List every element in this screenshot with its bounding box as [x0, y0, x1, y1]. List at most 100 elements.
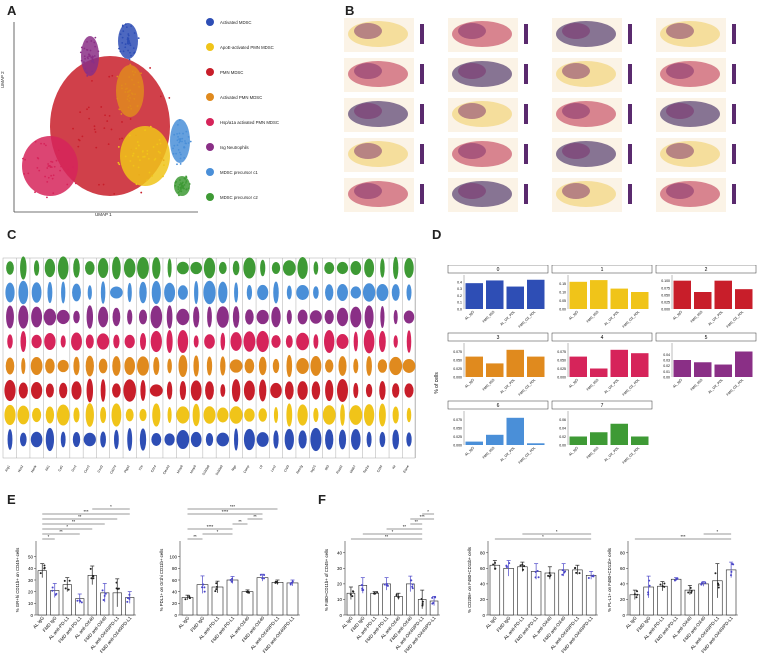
umap-point [98, 183, 100, 186]
sig-label: * [427, 509, 429, 514]
facet-bar [527, 356, 545, 377]
legend-label: PMN MDSC [220, 69, 244, 75]
violin [100, 431, 106, 448]
umap-point [72, 166, 75, 169]
data-point [201, 586, 204, 589]
data-point [349, 593, 352, 596]
facet-xtick: AL_IgG [464, 310, 475, 321]
violin [378, 403, 386, 427]
gene-label: Lcn2 [270, 464, 277, 472]
colorbar [420, 24, 424, 44]
umap-point [182, 132, 184, 135]
data-point [575, 571, 578, 574]
umap-point [81, 135, 84, 138]
umap-point [78, 139, 81, 142]
data-point [714, 572, 717, 575]
umap-point [128, 89, 131, 92]
umap-point [135, 147, 138, 150]
data-point [63, 579, 66, 582]
umap-point [127, 42, 130, 45]
facet-ytick: 0.000 [557, 376, 566, 380]
umap-point [88, 117, 91, 120]
umap-point [79, 111, 82, 114]
violin [167, 258, 172, 278]
violin [4, 379, 16, 402]
umap-point [108, 114, 111, 117]
data-point [202, 583, 205, 586]
umap-point [83, 55, 86, 58]
flow-ylabel: % GR+hi CD11b+ on CD45+ cells [15, 548, 20, 613]
umap-point [179, 138, 182, 140]
violin [60, 335, 66, 348]
violin [193, 355, 199, 377]
violin [379, 330, 386, 353]
gene-label: Nos2 [17, 464, 24, 473]
colorbar [732, 64, 736, 84]
data-point [411, 585, 414, 588]
umap-point [125, 26, 128, 29]
facet-xtick: FMD_IGG [482, 310, 496, 324]
umap-point [44, 175, 46, 178]
flow-ytick: 80 [620, 551, 626, 556]
umap-point [72, 127, 74, 130]
facet-xtick: FMD_IGG [482, 378, 496, 392]
facet-xtick: FMD_OX_PDL [726, 310, 745, 329]
umap-point [93, 41, 96, 44]
umap-point [102, 183, 105, 186]
data-point [203, 590, 206, 593]
violin [176, 261, 189, 275]
facet-bar [610, 423, 628, 445]
flow-ylabel: % PDL1+ on Gr1hi CD11b+ cells [159, 549, 164, 612]
data-point [730, 570, 733, 573]
umap-point [185, 181, 187, 184]
colorbar [732, 104, 736, 124]
violin [166, 330, 173, 353]
facet-ytick: 0.02 [663, 364, 670, 368]
flow-ytick: 40 [28, 566, 34, 571]
violin [246, 285, 253, 300]
violin [243, 257, 256, 279]
feature-plot [656, 58, 736, 92]
umap-point [87, 106, 90, 109]
feature-plot [552, 98, 632, 132]
violin [273, 281, 279, 304]
umap-point [27, 172, 30, 175]
data-point [385, 584, 388, 587]
umap-point [118, 47, 120, 50]
violin [150, 305, 163, 329]
umap-point [133, 97, 136, 100]
data-point [115, 581, 118, 584]
feature-plot [344, 98, 424, 132]
umap-point [116, 75, 119, 78]
violin [167, 406, 172, 424]
violin [406, 284, 412, 301]
data-point [494, 567, 497, 570]
violin [31, 334, 42, 349]
sig-label: * [66, 524, 68, 529]
umap-point [117, 146, 120, 148]
violin [366, 431, 372, 448]
data-point [591, 575, 594, 578]
umap-point [85, 48, 88, 51]
facet-bar [590, 280, 608, 309]
umap-point [124, 46, 127, 49]
violin [73, 310, 80, 324]
violin [234, 282, 239, 303]
data-point [76, 599, 79, 602]
umap-point [136, 105, 139, 107]
flow-ytick: 0 [482, 613, 485, 618]
legend-item: Isg Neutrophils [206, 143, 249, 151]
violin [364, 305, 374, 329]
umap-point [97, 50, 100, 53]
colorbar [524, 64, 528, 84]
umap-point [79, 51, 82, 54]
data-point [730, 574, 733, 577]
violin [151, 433, 162, 446]
violin [6, 305, 14, 329]
umap-point [179, 179, 181, 181]
violin [325, 359, 334, 373]
facet-bar [465, 356, 483, 377]
gene-label: Kit [391, 464, 396, 469]
facet-bar [631, 436, 649, 445]
flow-chart: 0 10 20 30 40 50 % GR+hi CD11b+ on CD45+ cells… [15, 505, 136, 654]
